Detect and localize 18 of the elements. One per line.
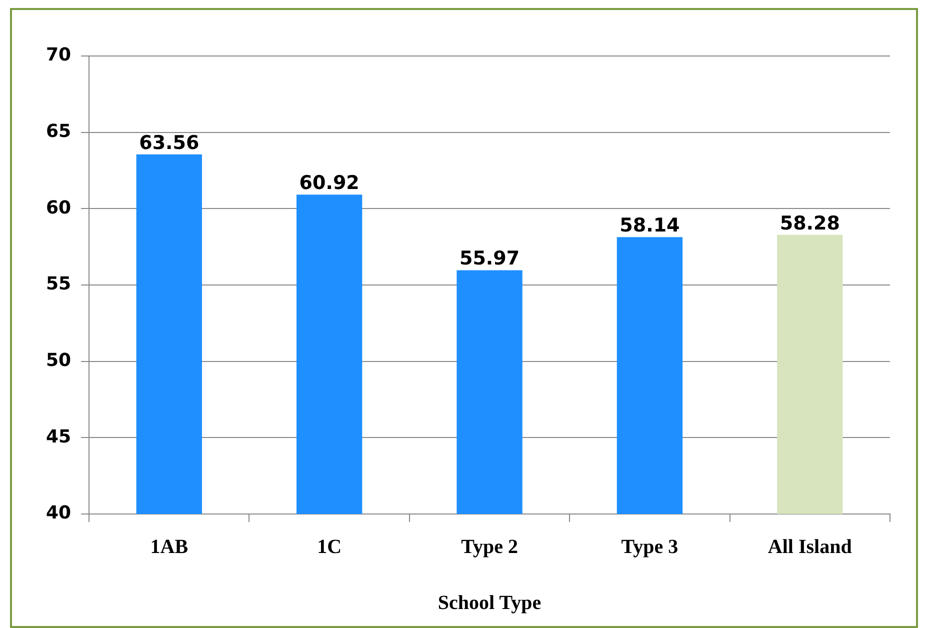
y-tick-label: 65 [46, 121, 72, 142]
y-tick-label: 50 [46, 350, 72, 372]
y-tick-label: 70 [46, 44, 72, 66]
data-label: 58.14 [620, 214, 680, 236]
y-tick-label: 40 [46, 502, 72, 524]
y-tick-label: 45 [46, 426, 72, 448]
data-label: 58.28 [780, 212, 840, 234]
x-tick-label: 1AB [150, 536, 188, 558]
y-tick-label: 55 [46, 274, 72, 295]
x-tick-label: All Island [768, 536, 852, 558]
x-tick-label: 1C [317, 536, 342, 558]
y-tick-label: 60 [46, 197, 72, 218]
data-label: 55.97 [459, 248, 520, 270]
x-axis-title: School Type [438, 592, 542, 614]
x-tick-label: Type 2 [461, 536, 518, 558]
data-label: 63.56 [139, 132, 200, 154]
data-label: 60.92 [299, 172, 360, 194]
x-tick-label: Type 3 [621, 536, 678, 558]
